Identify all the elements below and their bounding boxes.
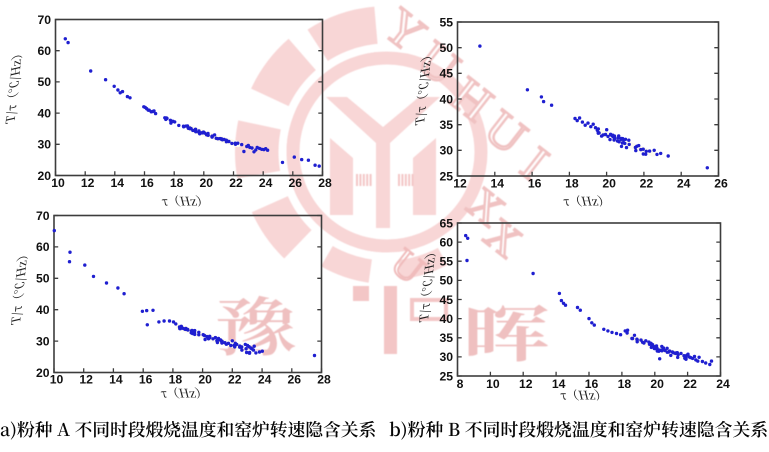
svg-text:10: 10	[51, 176, 65, 190]
svg-text:40: 40	[439, 312, 453, 326]
svg-text:18: 18	[618, 377, 632, 391]
svg-text:12: 12	[519, 377, 533, 391]
svg-text:40: 40	[36, 303, 50, 317]
svg-text:30: 30	[439, 350, 453, 364]
svg-text:50: 50	[439, 274, 453, 288]
svg-text:60: 60	[439, 235, 453, 249]
svg-text:20: 20	[37, 169, 51, 183]
svg-text:30: 30	[439, 144, 453, 158]
svg-text:8: 8	[457, 377, 464, 391]
svg-text:16: 16	[528, 177, 542, 191]
svg-text:50: 50	[36, 272, 50, 286]
svg-text:26: 26	[288, 373, 302, 387]
svg-text:55: 55	[439, 255, 453, 269]
svg-text:24: 24	[716, 377, 730, 391]
svg-text:25: 25	[439, 169, 453, 183]
svg-text:35: 35	[439, 118, 453, 132]
svg-text:30: 30	[36, 334, 50, 348]
svg-text:12: 12	[79, 373, 93, 387]
svg-text:10: 10	[486, 377, 500, 391]
svg-text:24: 24	[258, 373, 272, 387]
svg-text:14: 14	[111, 176, 125, 190]
svg-text:18: 18	[170, 176, 184, 190]
svg-text:35: 35	[439, 331, 453, 345]
svg-text:18: 18	[169, 373, 183, 387]
svg-text:12: 12	[453, 177, 467, 191]
svg-text:18: 18	[565, 177, 579, 191]
svg-text:26: 26	[289, 176, 303, 190]
svg-text:24: 24	[259, 176, 273, 190]
svg-text:20: 20	[198, 373, 212, 387]
svg-text:12: 12	[81, 176, 95, 190]
svg-text:14: 14	[491, 177, 505, 191]
svg-text:55: 55	[439, 15, 453, 29]
svg-text:40: 40	[439, 92, 453, 106]
svg-text:22: 22	[640, 177, 654, 191]
svg-text:60: 60	[37, 44, 51, 58]
svg-text:45: 45	[439, 67, 453, 81]
svg-text:16: 16	[585, 377, 599, 391]
svg-text:22: 22	[228, 373, 242, 387]
svg-text:20: 20	[200, 176, 214, 190]
svg-text:24: 24	[677, 177, 691, 191]
svg-text:50: 50	[37, 75, 51, 89]
svg-text:16: 16	[139, 373, 153, 387]
svg-text:20: 20	[602, 177, 616, 191]
svg-text:28: 28	[318, 176, 332, 190]
svg-text:30: 30	[37, 138, 51, 152]
svg-text:70: 70	[37, 13, 51, 27]
svg-text:40: 40	[37, 106, 51, 120]
svg-text:65: 65	[439, 216, 453, 230]
svg-text:28: 28	[317, 373, 331, 387]
svg-text:45: 45	[439, 293, 453, 307]
svg-text:25: 25	[439, 369, 453, 383]
svg-text:14: 14	[552, 377, 566, 391]
svg-text:70: 70	[36, 209, 50, 223]
svg-text:50: 50	[439, 41, 453, 55]
svg-text:22: 22	[683, 377, 697, 391]
svg-text:16: 16	[140, 176, 154, 190]
svg-text:22: 22	[229, 176, 243, 190]
svg-text:14: 14	[109, 373, 123, 387]
svg-text:60: 60	[36, 240, 50, 254]
svg-text:20: 20	[36, 366, 50, 380]
svg-text:10: 10	[50, 373, 64, 387]
svg-text:20: 20	[650, 377, 664, 391]
svg-text:26: 26	[714, 177, 728, 191]
